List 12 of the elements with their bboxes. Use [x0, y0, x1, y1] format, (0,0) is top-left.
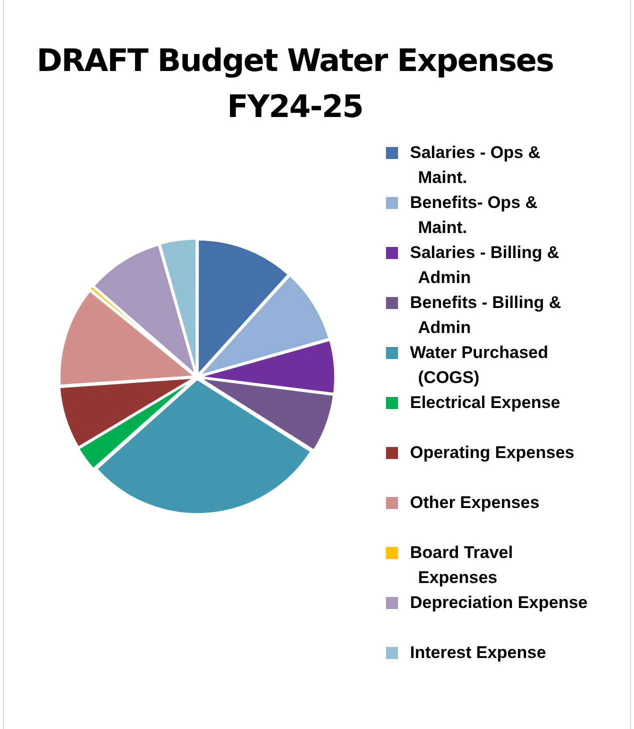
- legend-label: Board Travel Expenses: [410, 542, 514, 589]
- legend-label: Benefits- Ops & Maint.: [410, 192, 539, 239]
- chart-title: DRAFT Budget Water Expenses FY24-25: [36, 42, 554, 127]
- legend-label: Other Expenses: [410, 492, 540, 514]
- legend-label: Operating Expenses: [410, 442, 576, 464]
- legend-label: Benefits - Billing & Admin: [410, 292, 562, 339]
- legend-label: Salaries - Ops & Maint.: [410, 142, 542, 189]
- legend-label: Interest Expense: [410, 642, 548, 664]
- legend-label: Electrical Expense: [410, 392, 562, 414]
- legend-label: Water Purchased (COGS): [410, 342, 550, 389]
- legend-label: Depreciation Expense: [410, 592, 589, 614]
- legend-label: Salaries - Billing & Admin: [410, 242, 560, 289]
